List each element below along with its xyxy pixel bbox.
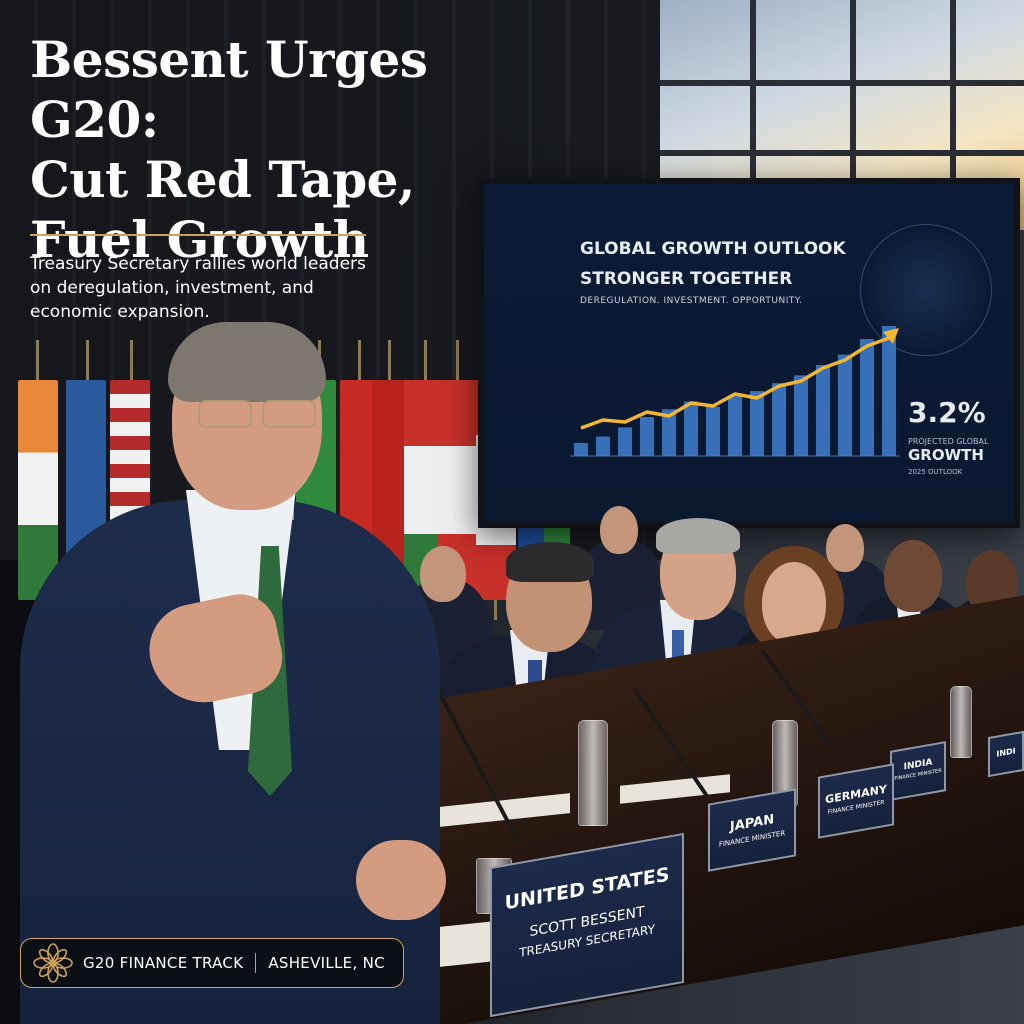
placard-india: INDIA FINANCE MINISTER (890, 741, 946, 801)
water-bottle (950, 686, 972, 758)
headline-line3: Fuel Growth (30, 210, 369, 269)
placard-india-far: INDI (988, 730, 1024, 778)
presentation-screen: GLOBAL GROWTH OUTLOOK STRONGER TOGETHER … (478, 178, 1020, 528)
chart-bar (859, 339, 875, 456)
g20-flower-icon (33, 943, 73, 983)
headline-line1: Bessent Urges G20: (30, 30, 428, 149)
stat-label: PROJECTED GLOBAL (908, 437, 989, 446)
chart-bar (727, 396, 743, 456)
screen-title-line1: GLOBAL GROWTH OUTLOOK (580, 239, 846, 259)
headline-line2: Cut Red Tape, (30, 150, 415, 209)
chart-bar (617, 427, 633, 456)
chart-trend-line (580, 336, 890, 430)
growth-chart (570, 326, 900, 457)
headline: Bessent Urges G20: Cut Red Tape, Fuel Gr… (30, 30, 550, 270)
water-bottle (578, 720, 608, 826)
chart-bar (771, 383, 787, 456)
chart-bar (639, 417, 655, 456)
hand-on-table (356, 840, 446, 920)
chart-bar (749, 391, 765, 456)
stat-value: 3.2% (908, 396, 986, 429)
placard-country: INDI (996, 746, 1016, 759)
chart-bar (815, 365, 831, 456)
headline-divider (30, 234, 366, 236)
stat-year: 2025 OUTLOOK (908, 468, 963, 476)
chart-bar (661, 409, 677, 456)
badge-track-label: G20 FINANCE TRACK (83, 954, 244, 972)
stat-growth: GROWTH (908, 446, 984, 464)
flag-india (18, 380, 58, 600)
chart-bar (705, 406, 721, 456)
chart-bar (837, 354, 853, 456)
screen-title: GLOBAL GROWTH OUTLOOK STRONGER TOGETHER (580, 234, 900, 294)
chart-bar (573, 443, 589, 456)
badge-divider (255, 953, 257, 973)
chart-bar (683, 401, 699, 456)
screen-tagline: DEREGULATION. INVESTMENT. OPPORTUNITY. (580, 296, 803, 306)
chart-bar (595, 436, 611, 456)
chart-bar (793, 375, 809, 456)
eyeglasses (198, 400, 328, 428)
chart-arrowhead (883, 328, 899, 344)
badge-location-label: ASHEVILLE, NC (268, 954, 385, 972)
location-badge: G20 FINANCE TRACK ASHEVILLE, NC (20, 938, 404, 988)
subheadline: Treasury Secretary rallies world leaders… (30, 254, 366, 322)
screen-title-line2: STRONGER TOGETHER (580, 269, 793, 289)
chart-bar (881, 326, 897, 456)
